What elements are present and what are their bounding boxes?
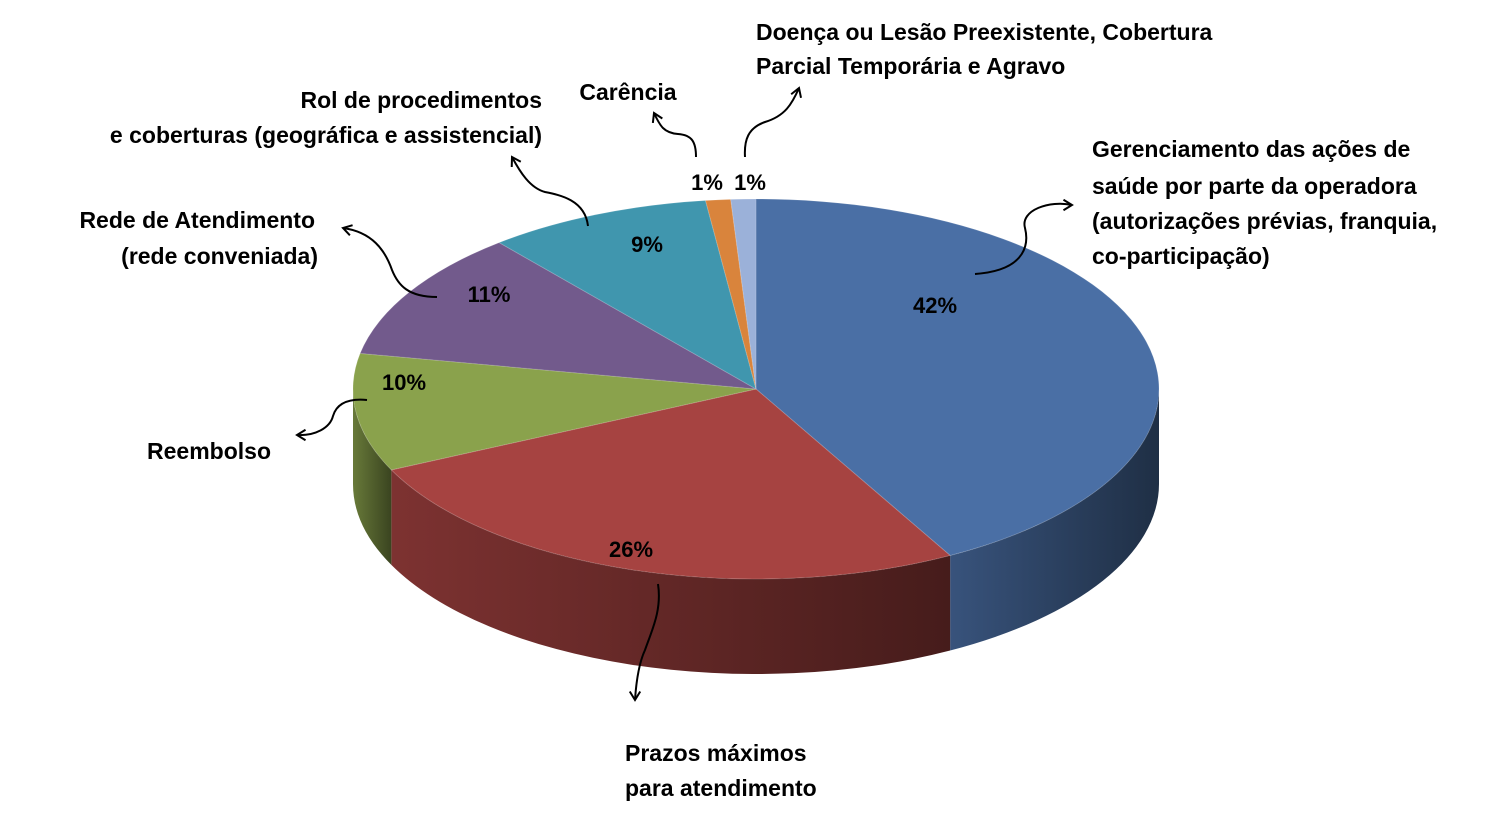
value-label-3: 11%	[468, 282, 511, 307]
leader-line-0	[974, 202, 1073, 275]
slice-side-2	[353, 389, 392, 565]
pie-side-walls	[353, 389, 1159, 675]
category-label-3-line-0: Rede de Atendimento	[79, 207, 315, 233]
category-label-0-line-1: saúde por parte da operadora	[1092, 173, 1417, 199]
slice-5	[704, 198, 757, 390]
value-label-5: 1%	[691, 170, 723, 195]
leader-line-6	[743, 87, 800, 158]
value-label-6: 1%	[734, 170, 766, 195]
slice-0	[755, 198, 1160, 557]
leader-line-2	[296, 398, 368, 437]
slice-1	[390, 388, 952, 580]
category-label-1-line-0: Prazos máximos	[625, 740, 807, 766]
category-label-4-line-1: e coberturas (geográfica e assistencial)	[110, 122, 542, 148]
category-label-6-line-0: Doença ou Lesão Preexistente, Cobertura	[756, 19, 1213, 45]
slice-side-0	[950, 389, 1159, 651]
pie-top-faces	[352, 198, 1160, 580]
value-label-0: 42%	[913, 293, 957, 318]
slice-4	[497, 199, 757, 391]
category-label-3-line-1: (rede conveniada)	[121, 243, 318, 269]
pie-labels: 42% Gerenciamento das ações de saúde por p…	[79, 19, 1437, 801]
leader-arrowhead-2	[295, 428, 307, 442]
category-label-6-line-1: Parcial Temporária e Agravo	[756, 53, 1065, 79]
leader-arrowhead-0	[1062, 198, 1074, 212]
leader-arrowhead-6	[790, 86, 802, 98]
leader-line-5	[653, 112, 697, 158]
category-label-4-line-0: Rol de procedimentos	[300, 87, 542, 113]
leader-arrowhead-1	[628, 690, 642, 702]
value-label-1: 26%	[609, 537, 653, 562]
value-label-2: 10%	[382, 370, 426, 395]
category-label-5-line-0: Carência	[579, 79, 676, 105]
slice-side-1	[391, 469, 951, 675]
category-label-0-line-3: co-participação)	[1092, 243, 1270, 269]
label-leader-arrows	[295, 86, 1074, 702]
category-label-1-line-1: para atendimento	[625, 775, 817, 801]
category-label-0-line-0: Gerenciamento das ações de	[1092, 136, 1410, 162]
value-label-4: 9%	[631, 232, 663, 257]
leader-line-1	[634, 583, 660, 701]
leader-line-4	[511, 156, 589, 227]
category-label-0-line-2: (autorizações prévias, franquia,	[1092, 208, 1437, 234]
leader-arrowhead-3	[341, 224, 353, 236]
slice-6	[730, 198, 757, 390]
slice-2	[352, 352, 757, 471]
category-label-2-line-0: Reembolso	[147, 438, 271, 464]
leader-arrowhead-5	[651, 111, 663, 124]
leader-arrowhead-4	[510, 155, 522, 168]
leader-line-3	[342, 227, 438, 298]
